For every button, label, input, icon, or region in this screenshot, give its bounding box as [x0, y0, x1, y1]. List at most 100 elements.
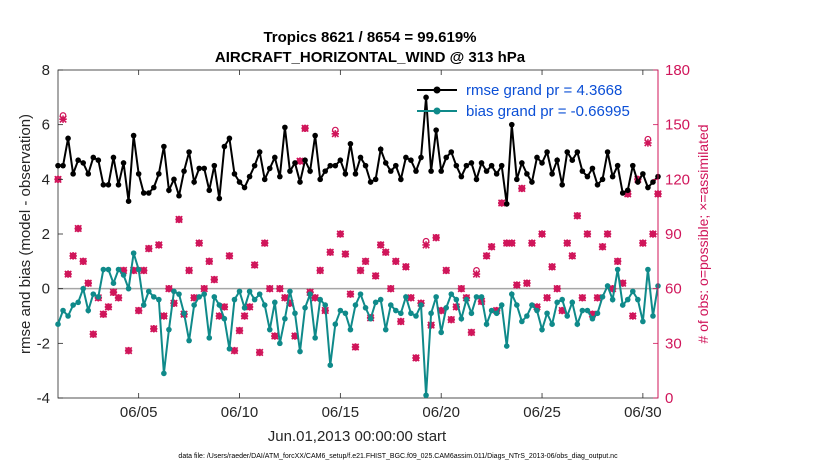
rmse-point: [524, 171, 530, 177]
legend-rmse-label: rmse grand pr = 4.3668: [466, 82, 622, 99]
obs-assimilated-point: [533, 303, 541, 311]
obs-assimilated-point: [402, 263, 410, 271]
bias-point: [105, 266, 112, 273]
bias-point: [115, 266, 122, 273]
obs-assimilated-point: [160, 312, 168, 320]
y-tick-label-right: 180: [665, 62, 690, 79]
rmse-point: [171, 176, 177, 183]
bias-point: [166, 326, 172, 333]
rmse-point: [120, 160, 127, 166]
bias-point: [609, 296, 616, 303]
bias-point: [231, 296, 238, 303]
obs-assimilated-point: [598, 242, 607, 251]
bias-point: [382, 326, 389, 333]
rmse-point: [272, 154, 278, 161]
obs-assimilated-point: [432, 233, 440, 242]
obs-assimilated-point: [523, 279, 531, 287]
bias-point: [55, 321, 61, 328]
bias-point: [584, 307, 591, 314]
rmse-point: [287, 168, 293, 174]
bias-point: [332, 321, 339, 328]
rmse-point: [624, 187, 631, 194]
obs-assimilated-point: [129, 266, 138, 275]
y-tick-label-left: 0: [42, 281, 50, 298]
rmse-point: [382, 160, 389, 166]
obs-assimilated-point: [260, 239, 269, 247]
obs-assimilated-point: [225, 252, 234, 260]
obs-assimilated-point: [558, 306, 566, 315]
rmse-point: [362, 162, 369, 169]
rmse-point: [186, 149, 192, 155]
rmse-point: [347, 141, 354, 147]
rmse-point: [478, 160, 485, 166]
rmse-point: [645, 184, 651, 191]
bias-point: [594, 310, 601, 317]
bias-point: [519, 318, 525, 325]
obs-assimilated-point: [618, 279, 627, 287]
obs-assimilated-point: [250, 261, 259, 269]
bias-point: [272, 299, 278, 306]
bias-point: [539, 326, 545, 333]
rmse-point: [357, 154, 364, 161]
rmse-point: [377, 146, 384, 153]
rmse-point: [337, 157, 344, 163]
obs-assimilated-point: [578, 294, 587, 302]
bias-point: [367, 315, 374, 322]
bias-point: [599, 294, 606, 300]
x-tick-label: 06/10: [221, 404, 259, 421]
bias-point: [292, 310, 298, 317]
obs-assimilated-point: [629, 312, 637, 320]
bias-point: [282, 315, 288, 322]
bias-point: [75, 299, 81, 306]
bias-point: [171, 288, 177, 295]
bias-point: [433, 294, 439, 300]
footnote: data file: /Users/raeder/DAI/ATM_forcXX/…: [178, 453, 618, 460]
bias-point: [463, 296, 470, 303]
bias-point: [534, 307, 540, 314]
legend-rmse-marker: [433, 86, 441, 94]
bias-point: [216, 302, 223, 308]
rmse-point: [584, 173, 591, 180]
rmse-point: [534, 154, 540, 161]
bias-point: [453, 296, 460, 303]
rmse-point: [393, 162, 399, 169]
rmse-point: [559, 182, 566, 188]
rmse-point: [166, 187, 172, 194]
rmse-point: [181, 168, 187, 174]
y-tick-label-left: 8: [42, 62, 50, 79]
bias-point: [221, 315, 228, 322]
rmse-point: [282, 124, 288, 131]
obs-assimilated-point: [185, 266, 193, 275]
obs-assimilated-point: [190, 294, 198, 302]
bias-point: [307, 291, 313, 297]
bias-point: [473, 294, 480, 300]
obs-assimilated-point: [442, 266, 451, 275]
bias-point: [266, 326, 273, 333]
obs-assimilated-point: [351, 343, 360, 351]
y-tick-label-left: 2: [42, 226, 50, 243]
rmse-point: [75, 157, 81, 163]
rmse-point: [549, 171, 555, 177]
rmse-point: [473, 176, 480, 183]
rmse-point: [297, 179, 303, 185]
bias-point: [186, 337, 192, 344]
bias-point: [357, 291, 364, 297]
rmse-point: [468, 160, 475, 166]
obs-assimilated-point: [291, 332, 299, 340]
obs-assimilated-point: [407, 294, 415, 302]
bias-point: [493, 310, 500, 317]
obs-assimilated-point: [518, 184, 526, 193]
rmse-point: [589, 165, 596, 172]
rmse-point: [312, 132, 318, 139]
rmse-point: [498, 162, 505, 169]
rmse-point: [277, 173, 283, 180]
obs-assimilated-point: [513, 281, 521, 289]
obs-assimilated-point: [316, 266, 324, 275]
obs-assimilated-point: [341, 250, 350, 258]
obs-assimilated-point: [603, 230, 612, 238]
obs-assimilated-point: [230, 346, 239, 355]
y-tick-label-right: 0: [665, 390, 673, 407]
obs-assimilated-point: [205, 257, 214, 266]
y-tick-label-right: 120: [665, 171, 690, 188]
bias-point: [387, 302, 394, 308]
